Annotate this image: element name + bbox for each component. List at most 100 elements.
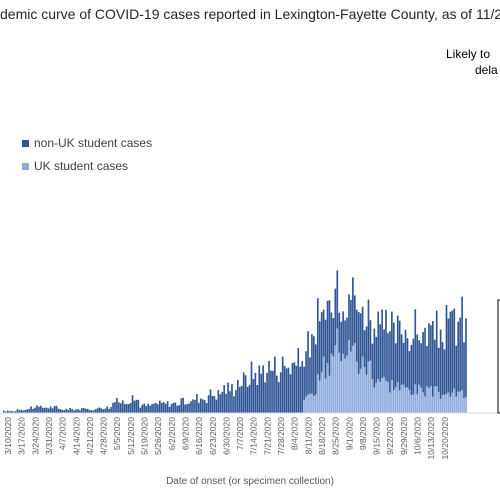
x-tick-label: 6/30/2020 [221,417,231,455]
bar-non-uk [433,339,436,387]
bar-non-uk [139,407,142,413]
legend-swatch-non-uk [22,140,29,148]
bar-non-uk [188,403,190,413]
bar-non-uk [186,404,188,413]
bar-non-uk [432,321,434,397]
bar-uk [330,353,333,413]
bar-uk [408,389,411,413]
bar-non-uk [203,400,206,413]
bar-uk [406,387,409,413]
bar-non-uk [279,372,282,413]
bar-uk [336,328,339,413]
bar-non-uk [447,318,450,393]
x-tick-label: 8/18/2020 [317,417,327,455]
bar-non-uk [129,403,132,413]
bar-uk [424,396,426,413]
bar-non-uk [92,410,95,413]
x-tick-label: 7/21/2020 [262,417,272,455]
bar-uk [305,396,307,413]
x-tick-label: 5/26/2020 [153,417,163,455]
bar-uk [441,394,444,413]
bar-non-uk [244,375,247,413]
x-tick-label: 6/9/2020 [180,417,190,450]
bar-non-uk [116,397,118,413]
bar-non-uk [287,367,290,413]
bar-non-uk [350,299,352,352]
bar-non-uk [73,410,75,413]
bar-non-uk [45,407,48,413]
bar-non-uk [410,344,413,396]
bar-non-uk [88,410,91,413]
bar-non-uk [211,395,214,413]
bar-uk [414,384,417,413]
bar-non-uk [256,385,259,413]
bar-non-uk [125,404,128,413]
bar-uk [455,396,458,413]
bar-non-uk [408,351,411,390]
bar-non-uk [110,407,112,413]
bar-non-uk [428,323,430,389]
x-tick-label: 9/22/2020 [385,417,395,455]
bar-uk [315,394,317,413]
bar-non-uk [223,385,226,413]
bar-non-uk [340,321,343,362]
bar-uk [328,375,331,413]
bar-non-uk [318,321,321,381]
bar-non-uk [153,403,155,413]
bar-non-uk [221,391,224,413]
bar-non-uk [10,410,13,413]
bar-non-uk [225,393,227,413]
bar-uk [412,394,415,413]
bar-non-uk [104,408,107,413]
bar-uk [430,386,432,413]
bar-non-uk [354,295,356,344]
bar-non-uk [137,399,140,413]
bar-non-uk [131,395,134,413]
bar-uk [379,381,382,413]
bar-non-uk [363,330,366,368]
bar-non-uk [418,340,421,385]
bar-non-uk [207,395,210,413]
bar-uk [447,392,450,413]
bar-uk [383,376,385,413]
bar-non-uk [424,327,426,397]
legend-item-uk: UK student cases [22,159,128,173]
bar-non-uk [451,310,454,393]
bar-non-uk [71,409,73,413]
bar-non-uk [381,309,383,379]
bar-non-uk [26,409,29,413]
x-tick-label: 9/15/2020 [372,417,382,455]
bar-uk [375,382,378,413]
bar-non-uk [127,404,130,413]
bar-non-uk [47,408,50,413]
bar-non-uk [182,397,185,413]
bar-uk [461,390,463,413]
bar-non-uk [114,402,116,413]
x-tick-label: 4/28/2020 [99,417,109,455]
bar-uk [324,378,327,413]
x-tick-label: 9/1/2020 [344,417,354,450]
bar-non-uk [457,321,460,392]
x-axis-title: Date of onset (or specimen collection) [166,476,334,487]
bar-non-uk [389,331,391,393]
bar-uk [433,386,436,413]
bar-uk [326,363,329,413]
bar-non-uk [336,270,339,329]
bar-uk [443,394,446,413]
bar-non-uk [24,410,27,413]
bar-uk [402,384,405,413]
bar-non-uk [166,401,169,413]
bar-non-uk [355,309,358,362]
bar-non-uk [16,409,19,413]
bar-non-uk [422,331,424,393]
bar-non-uk [149,405,151,413]
x-tick-label: 7/14/2020 [249,417,259,455]
bar-non-uk [34,407,36,413]
bar-non-uk [307,331,309,395]
bar-non-uk [198,402,200,413]
bar-uk [400,384,403,413]
bar-uk [350,351,352,413]
bar-non-uk [274,356,276,413]
bar-non-uk [344,320,346,359]
bar-non-uk [168,406,171,413]
